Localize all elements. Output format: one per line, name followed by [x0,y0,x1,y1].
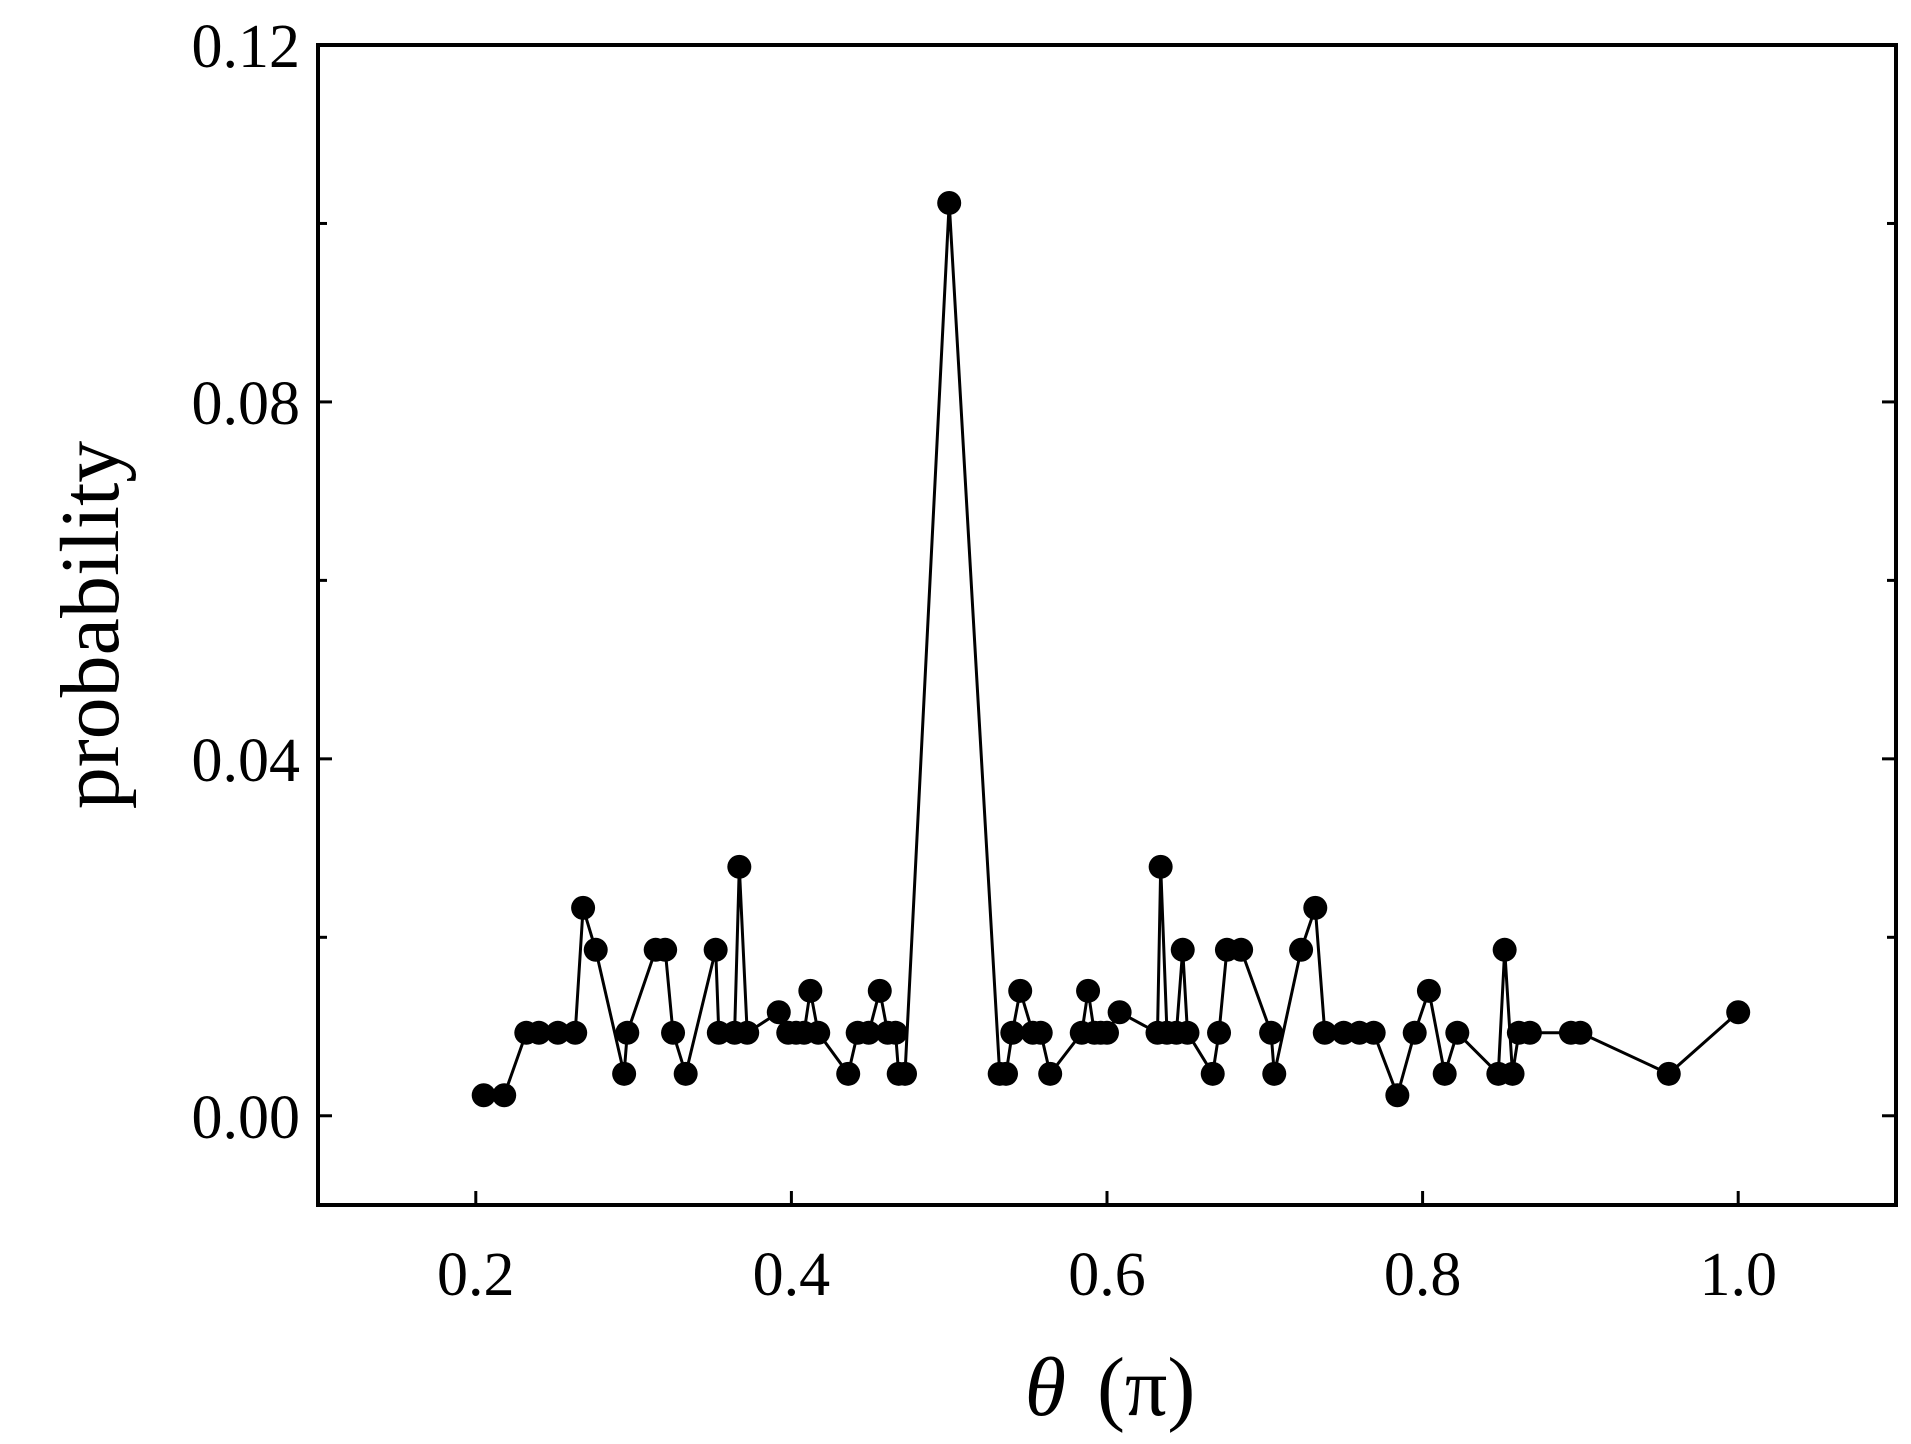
data-point [492,1083,517,1108]
data-point [703,937,728,962]
data-point [673,1061,698,1086]
x-tick-label: 0.6 [1068,1241,1146,1309]
data-point [1445,1020,1470,1045]
data-point [653,937,678,962]
x-tick-label: 0.8 [1384,1241,1462,1309]
data-point [856,1020,881,1045]
x-axis-title: θ (π) [1025,1341,1196,1434]
data-point [1229,937,1254,962]
data-point [1175,1020,1200,1045]
data-point [563,1020,588,1045]
data-point [1432,1061,1457,1086]
data-point [612,1061,637,1086]
data-point [1312,1020,1337,1045]
data-point [1385,1083,1410,1108]
data-point [836,1061,861,1086]
data-point [1207,1020,1232,1045]
data-point [661,1020,686,1045]
data-point [545,1020,570,1045]
x-axis-unit: (π) [1097,1341,1195,1434]
x-axis-symbol: θ [1025,1341,1066,1434]
data-point [1038,1061,1063,1086]
data-point [735,1020,760,1045]
data-point [1008,978,1033,1003]
data-point [1517,1020,1542,1045]
data-point [893,1061,918,1086]
data-point [1568,1020,1593,1045]
data-point [1000,1020,1025,1045]
data-point [1148,854,1173,879]
series-line [483,202,1740,1101]
y-tick-label: 0.04 [192,727,301,795]
data-point [1107,1000,1132,1025]
y-tick-label: 0.00 [192,1084,301,1152]
data-point [583,937,608,962]
data-point [994,1061,1019,1086]
data-point [571,895,596,920]
data-point [1416,978,1441,1003]
data-point [526,1020,551,1045]
data-point [1500,1061,1525,1086]
data-point [615,1020,640,1045]
data-point [1200,1061,1225,1086]
data-point [1726,1000,1751,1025]
data-point [937,190,962,215]
data-point [1492,937,1517,962]
data-point [1095,1020,1119,1045]
data-point [806,1020,831,1045]
data-point [471,1083,496,1108]
y-tick-label: 0.08 [192,370,301,438]
series-points [471,190,1751,1108]
y-tick-label: 0.12 [192,13,301,81]
x-tick-label: 0.2 [437,1241,515,1309]
svg-text:θ (π): θ (π) [1025,1341,1196,1434]
x-tick-label: 0.4 [753,1241,831,1309]
data-point [1028,1020,1053,1045]
x-tick-label: 1.0 [1699,1241,1777,1309]
data-point [1289,937,1314,962]
data-point [1076,978,1101,1003]
axis-ticks [318,43,1896,1205]
data-point [1259,1020,1284,1045]
data-point [1170,937,1195,962]
data-point [1361,1020,1386,1045]
y-axis-title: probability [44,441,137,810]
data-point [1303,895,1328,920]
axis-tick-labels: 0.2 0.4 0.6 0.8 1.0 0.00 0.04 0.08 0.12 [192,13,1777,1309]
data-point [867,978,892,1003]
data-point [883,1020,908,1045]
data-point [1262,1061,1287,1086]
data-point [1656,1061,1681,1086]
data-point [1402,1020,1427,1045]
data-point [798,978,823,1003]
data-point [727,854,752,879]
data-point [766,1000,791,1025]
